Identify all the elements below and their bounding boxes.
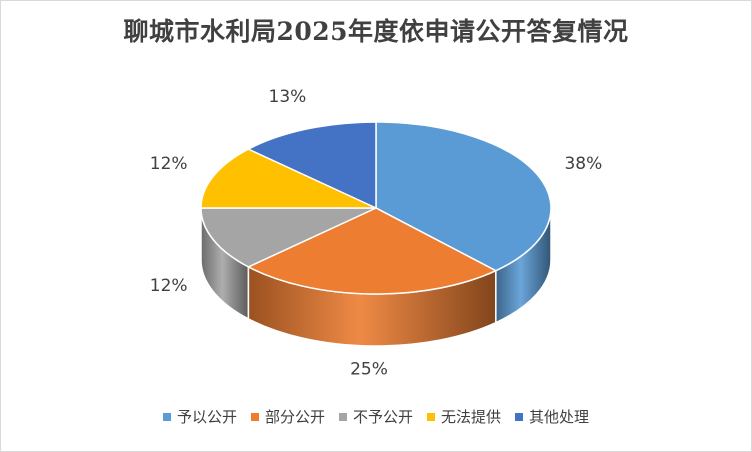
- legend-label: 不予公开: [352, 408, 413, 426]
- legend-swatch: [515, 412, 524, 421]
- legend-item-2: 部分公开: [250, 406, 325, 427]
- legend-item-5: 其他处理: [515, 406, 589, 427]
- slice-1-data-label: 38%: [564, 154, 602, 174]
- slice-4-top: [200, 148, 377, 209]
- slice-3-top: [200, 207, 377, 268]
- legend-label: 其他处理: [529, 408, 590, 426]
- legend-label: 部分公开: [264, 408, 325, 426]
- legend-swatch: [338, 412, 347, 421]
- legend-item-3: 不予公开: [338, 406, 413, 427]
- legend-swatch: [162, 412, 171, 421]
- legend-item-1: 予以公开: [162, 406, 237, 427]
- chart-legend: 予以公开 部分公开 不予公开 无法提供 其他处理: [0, 406, 752, 427]
- slice-3-data-label: 12%: [150, 276, 188, 296]
- slice-2-data-label: 25%: [350, 360, 388, 380]
- legend-item-4: 无法提供: [427, 406, 501, 427]
- slice-4-data-label: 12%: [150, 154, 188, 174]
- chart-title: 聊城市水利局2025年度依申请公开答复情况: [123, 17, 629, 46]
- legend-label: 无法提供: [441, 408, 502, 426]
- legend-label: 予以公开: [176, 408, 237, 426]
- slice-5-top: [246, 121, 377, 210]
- slice-5-data-label: 13%: [269, 87, 307, 107]
- slice-1-top: [375, 121, 552, 272]
- legend-swatch: [250, 412, 259, 421]
- legend-swatch: [427, 412, 435, 421]
- slice-2-top: [246, 207, 498, 295]
